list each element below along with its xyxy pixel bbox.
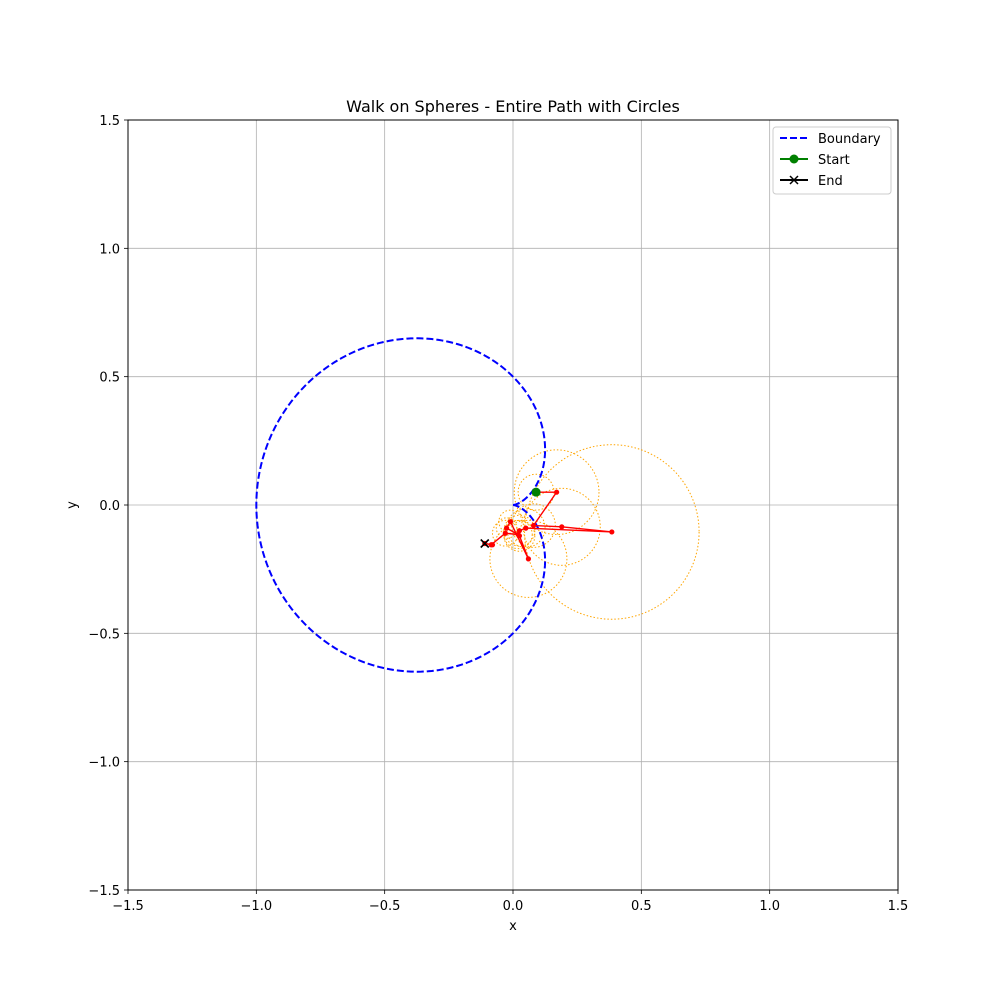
x-tick-label: −1.0: [241, 899, 273, 914]
walk-path-point: [515, 531, 521, 538]
end-marker: [480, 538, 490, 549]
x-tick-label: 1.5: [888, 899, 909, 914]
axis-ticks: −1.5 −1.0 −0.5 0.0 0.5 1.0 1.5 −1.5 −1.0 −0.5 0.0 0…: [88, 114, 908, 914]
walk-path-line: [484, 491, 612, 560]
walk-path-point: [507, 519, 514, 525]
x-tick-label: −0.5: [369, 899, 401, 914]
walk-path-point: [559, 524, 565, 530]
y-tick-label: 0.5: [99, 371, 120, 386]
x-tick-label: 0.0: [503, 899, 524, 914]
walk-circle: [511, 503, 556, 548]
walk-circle: [522, 487, 601, 566]
x-tick-label: 1.0: [759, 899, 780, 914]
legend-boundary-label: Boundary: [818, 132, 881, 147]
chart-title: Walk on Spheres - Entire Path with Circl…: [346, 97, 680, 116]
walk-circle: [513, 449, 600, 536]
walk-circle: [503, 519, 536, 552]
legend-end-marker: [789, 175, 799, 185]
walk-circle: [489, 519, 568, 598]
walk-circle: [503, 514, 536, 547]
legend-end-label: End: [818, 174, 843, 189]
walk-path-point: [609, 529, 615, 535]
boundary-series: [255, 337, 547, 673]
boundary-curve: [255, 337, 547, 673]
walk-circle: [503, 519, 533, 550]
y-tick-label: −1.0: [88, 756, 120, 771]
y-tick-label: −1.5: [88, 884, 120, 899]
walk-path-point: [503, 525, 510, 531]
x-tick-label: −1.5: [112, 899, 144, 914]
legend-start-label: Start: [818, 153, 850, 168]
walk-circle: [524, 444, 700, 620]
walk-path-point: [554, 489, 560, 495]
start-marker: [531, 487, 541, 497]
x-axis-label: x: [509, 919, 517, 934]
legend-box: [772, 126, 892, 195]
y-tick-label: 0.0: [99, 499, 120, 514]
walk-path-point: [489, 542, 496, 548]
y-tick-label: −0.5: [88, 627, 120, 642]
start-end-markers: [480, 487, 541, 549]
legend-start-marker: [789, 154, 799, 164]
walk-path-point: [530, 522, 537, 529]
y-tick-label: 1.5: [99, 114, 120, 129]
walk-path-point: [525, 556, 532, 562]
walk-path-point: [502, 530, 508, 536]
y-tick-label: 1.0: [99, 242, 120, 257]
y-axis-label: y: [65, 501, 80, 509]
x-tick-label: 0.5: [631, 899, 652, 914]
legend: Boundary Start End: [772, 126, 892, 195]
walk-path-point: [523, 525, 529, 531]
